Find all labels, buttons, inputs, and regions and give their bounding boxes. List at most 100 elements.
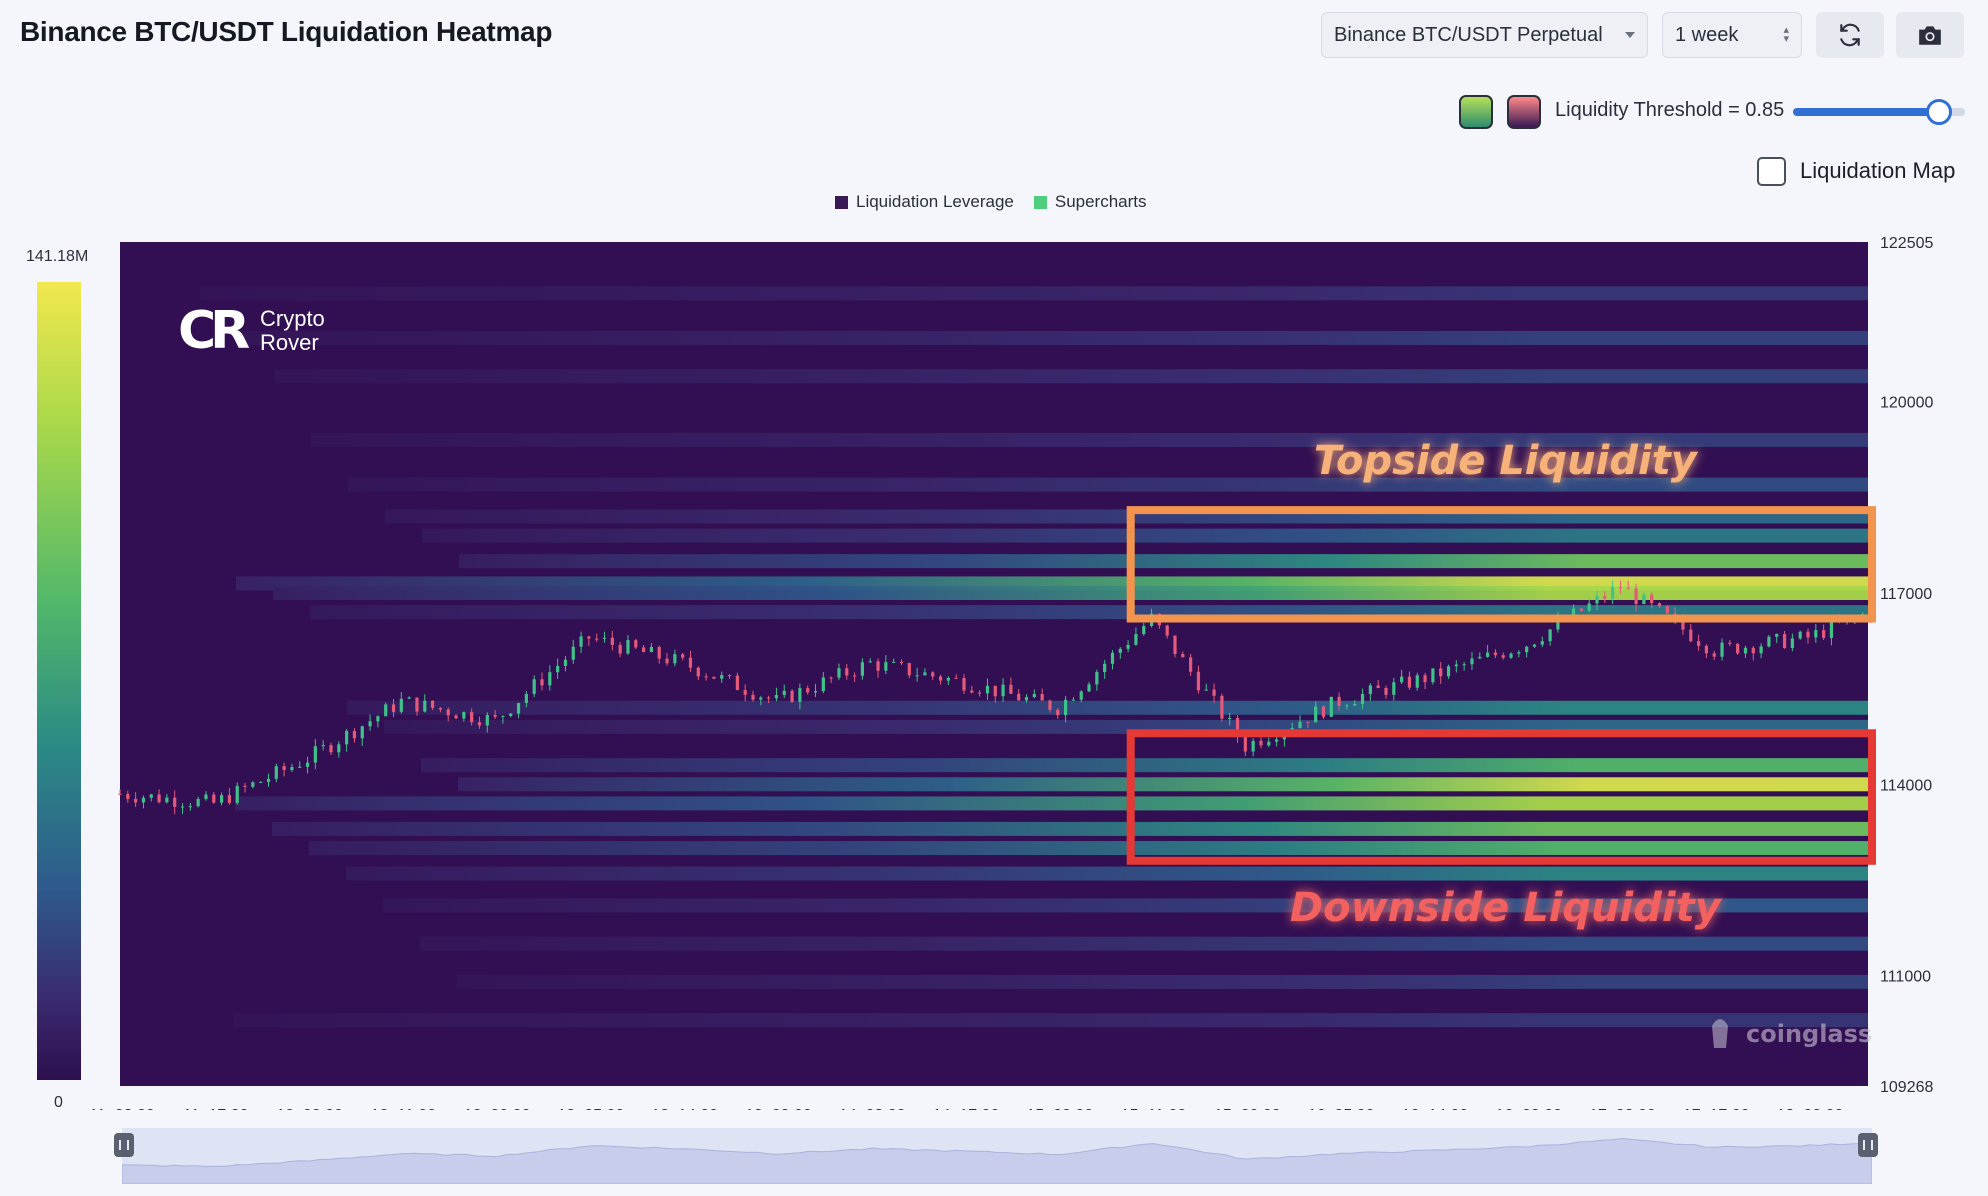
- candle: [556, 665, 560, 673]
- candle: [1259, 740, 1263, 746]
- liquidity-threshold-slider[interactable]: [1793, 108, 1965, 116]
- refresh-button[interactable]: [1816, 12, 1884, 58]
- candle: [1243, 736, 1247, 752]
- candle: [415, 697, 419, 712]
- candle: [1118, 648, 1122, 653]
- candle: [118, 793, 122, 795]
- candle: [1751, 647, 1755, 654]
- candle: [579, 636, 583, 647]
- x-tick-label: 14, 17:00: [933, 1107, 1000, 1110]
- screenshot-button[interactable]: [1896, 12, 1964, 58]
- x-tick-label: 13, 05:00: [558, 1107, 625, 1110]
- candle: [993, 685, 997, 697]
- candle: [1110, 652, 1115, 664]
- candle: [352, 730, 357, 739]
- candle: [813, 691, 818, 693]
- liquidation-heatmap-chart[interactable]: Topside Liquidity Downside Liquidity 1225…: [0, 230, 1988, 1110]
- candle: [1650, 594, 1654, 604]
- candle: [1704, 645, 1709, 654]
- candle: [962, 678, 966, 691]
- candle: [970, 690, 974, 693]
- crypto-rover-logo-text: Rover: [260, 330, 319, 355]
- candle: [196, 798, 200, 807]
- candle: [720, 675, 724, 679]
- candle: [1360, 693, 1365, 704]
- time-navigator[interactable]: [121, 1128, 1873, 1185]
- candle: [274, 766, 278, 779]
- candle: [892, 661, 896, 663]
- topside-liquidity-box: [1126, 506, 1876, 623]
- candle: [1181, 653, 1185, 658]
- green-colorscheme-swatch[interactable]: [1459, 95, 1493, 129]
- candle: [938, 676, 943, 681]
- candle: [587, 636, 591, 639]
- candle: [1220, 695, 1224, 719]
- candle: [696, 667, 700, 677]
- range-select[interactable]: 1 week ▴ ▾: [1662, 12, 1802, 58]
- candle: [243, 785, 247, 787]
- candle: [610, 637, 614, 645]
- candle: [219, 795, 224, 803]
- candle: [540, 679, 544, 686]
- candle: [1689, 629, 1693, 642]
- liquidity-band: [234, 1013, 1868, 1028]
- candle: [462, 712, 466, 719]
- navigator-handle-left[interactable]: [114, 1133, 134, 1157]
- candle: [1001, 684, 1005, 697]
- candle: [1407, 676, 1412, 688]
- candle: [1517, 652, 1521, 654]
- liquidity-band: [420, 936, 1868, 951]
- slider-knob[interactable]: [1926, 99, 1953, 125]
- candle: [1017, 693, 1021, 701]
- liquidity-band: [422, 528, 1868, 543]
- candle: [1611, 587, 1615, 599]
- heatmap-background: [120, 242, 1868, 1086]
- candle: [157, 794, 161, 803]
- candle: [321, 745, 325, 747]
- candle: [438, 707, 443, 710]
- candle: [1696, 641, 1701, 646]
- candle: [532, 679, 536, 694]
- legend-swatch: [835, 195, 848, 209]
- candle: [212, 794, 216, 803]
- liquidity-band: [383, 898, 1868, 913]
- navigator-handle-right[interactable]: [1858, 1133, 1878, 1157]
- candle: [1446, 666, 1451, 677]
- liquidity-band: [272, 821, 1868, 836]
- candle: [1321, 706, 1326, 717]
- candle: [806, 688, 810, 693]
- refresh-icon: [1840, 23, 1860, 47]
- candle: [1540, 641, 1544, 645]
- candle: [180, 806, 185, 808]
- candle: [1353, 703, 1357, 706]
- candle: [782, 690, 786, 695]
- candle: [1548, 629, 1552, 642]
- candle: [1134, 634, 1138, 645]
- candle: [290, 767, 294, 771]
- candle: [595, 638, 599, 640]
- legend-item-liquidation-leverage[interactable]: Liquidation Leverage: [835, 192, 1014, 212]
- x-tick-label: 16, 14:00: [1402, 1107, 1469, 1110]
- candle: [1087, 684, 1091, 692]
- candle: [1095, 672, 1099, 685]
- candle: [852, 675, 857, 677]
- candle: [1267, 741, 1271, 746]
- updown-arrows-icon: ▴ ▾: [1783, 24, 1789, 45]
- candle: [1415, 675, 1419, 688]
- legend-item-supercharts[interactable]: Supercharts: [1033, 192, 1147, 212]
- candle: [126, 794, 130, 799]
- candle: [1368, 685, 1372, 694]
- candle: [1822, 630, 1826, 638]
- red-colorscheme-swatch[interactable]: [1507, 95, 1541, 129]
- candle: [1806, 631, 1810, 638]
- coinglass-logo-icon: [1712, 1019, 1728, 1048]
- candle: [329, 745, 333, 753]
- candle: [188, 806, 192, 808]
- market-select[interactable]: Binance BTC/USDT Perpetual: [1321, 12, 1648, 58]
- downside-liquidity-box: [1126, 729, 1876, 865]
- candle: [360, 726, 364, 739]
- candle: [1345, 705, 1349, 707]
- candle: [1595, 596, 1599, 604]
- liquidation-map-checkbox[interactable]: [1757, 157, 1786, 186]
